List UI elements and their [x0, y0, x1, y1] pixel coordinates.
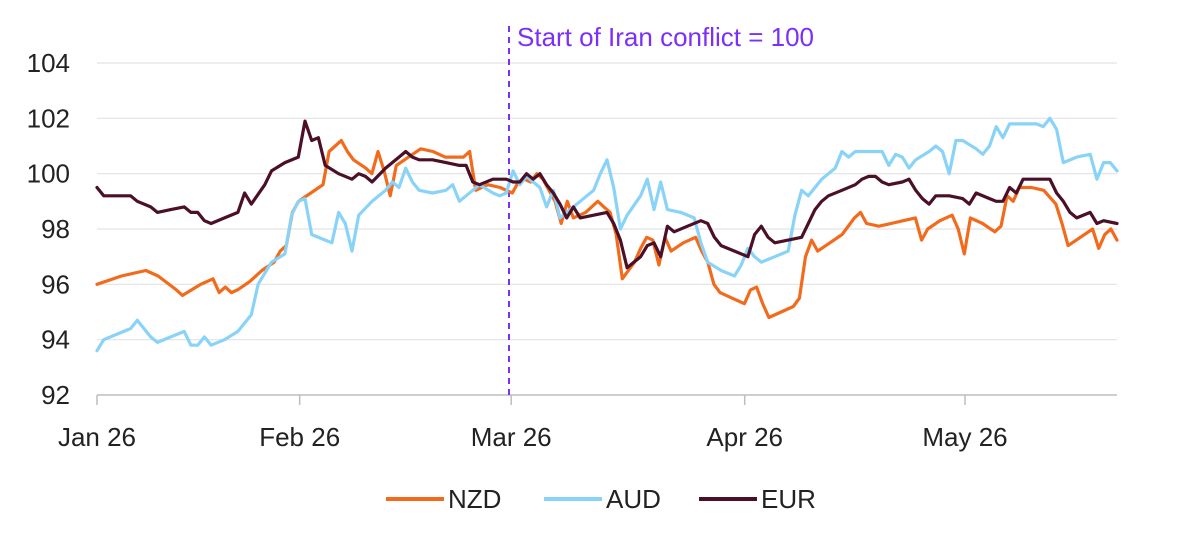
legend: NZD AUD EUR: [386, 484, 816, 514]
x-tick-label: May 26: [922, 422, 1007, 452]
gridlines: [97, 62, 1117, 341]
annotation: Start of Iran conflict = 100: [508, 22, 814, 395]
y-tick-label: 102: [27, 103, 70, 133]
y-tick-label: 96: [41, 269, 70, 299]
y-tick-label: 94: [41, 325, 70, 355]
y-tick-label: 100: [27, 159, 70, 189]
x-tick-label: Feb 26: [259, 422, 340, 452]
legend-label-nzd: NZD: [448, 484, 501, 514]
legend-label-eur: EUR: [761, 484, 816, 514]
x-axis: Jan 26 Feb 26 Mar 26 Apr 26 May 26: [58, 394, 1117, 452]
series-line-eur: [95, 119, 1119, 270]
x-tick-label: Mar 26: [471, 422, 552, 452]
x-tick-label: Apr 26: [706, 422, 783, 452]
y-tick-label: 98: [41, 214, 70, 244]
series-line-aud: [95, 116, 1119, 353]
y-tick-label: 92: [41, 380, 70, 410]
x-tick-label: Jan 26: [58, 422, 136, 452]
y-axis: 92 94 96 98 100 102 104: [27, 48, 70, 410]
series-lines: [95, 116, 1119, 353]
legend-label-aud: AUD: [606, 484, 661, 514]
conflict-start-label: Start of Iran conflict = 100: [517, 22, 814, 52]
y-tick-label: 104: [27, 48, 70, 78]
